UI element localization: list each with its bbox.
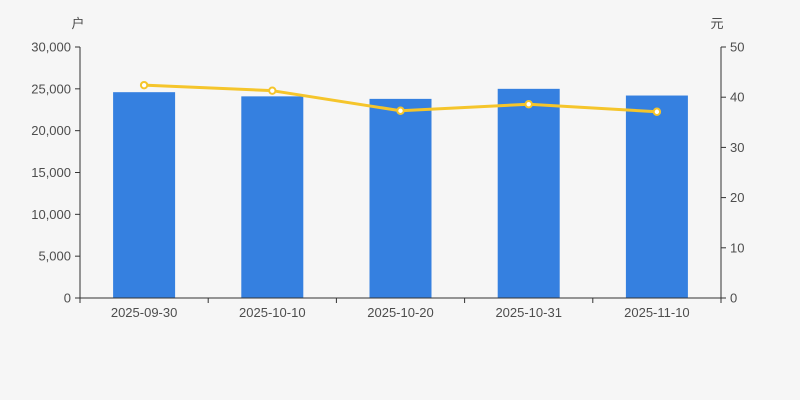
line-point-2025-10-31[interactable] [524,100,533,109]
left-axis-tick-label: 0 [64,291,71,306]
bar-2025-10-20[interactable] [369,98,432,298]
left-axis-tick-label: 15,000 [31,165,71,180]
right-axis-tick-label: 30 [730,140,744,155]
left-axis-tick-label: 5,000 [38,249,71,264]
line-point-2025-10-20[interactable] [396,106,405,115]
right-axis-tick-label: 10 [730,240,744,255]
bar-2025-11-10[interactable] [625,95,688,298]
right-axis-tick-label: 0 [730,291,737,306]
bar-2025-10-10[interactable] [241,96,304,298]
left-axis-tick-label: 20,000 [31,123,71,138]
x-axis-category-label: 2025-10-10 [239,305,306,320]
x-axis-category-label: 2025-09-30 [111,305,178,320]
right-axis-tick-label: 40 [730,90,744,105]
x-axis-category-label: 2025-10-20 [367,305,434,320]
line-point-2025-09-30[interactable] [139,80,149,90]
x-axis-category-label: 2025-11-10 [624,305,690,320]
left-axis-name: 户 [71,16,84,31]
left-axis-tick-label: 25,000 [31,81,71,96]
right-axis-name: 元 [710,16,723,31]
x-axis-category-label: 2025-10-31 [495,305,562,320]
left-axis-tick-label: 10,000 [31,207,71,222]
left-axis-tick-label: 30,000 [31,40,71,55]
line-point-2025-11-10[interactable] [652,107,662,116]
bar-2025-10-31[interactable] [497,88,560,298]
bar-2025-09-30[interactable] [113,92,176,299]
line-point-2025-10-10[interactable] [268,86,277,95]
right-axis-tick-label: 20 [730,190,744,205]
right-axis-tick-label: 50 [730,40,744,55]
